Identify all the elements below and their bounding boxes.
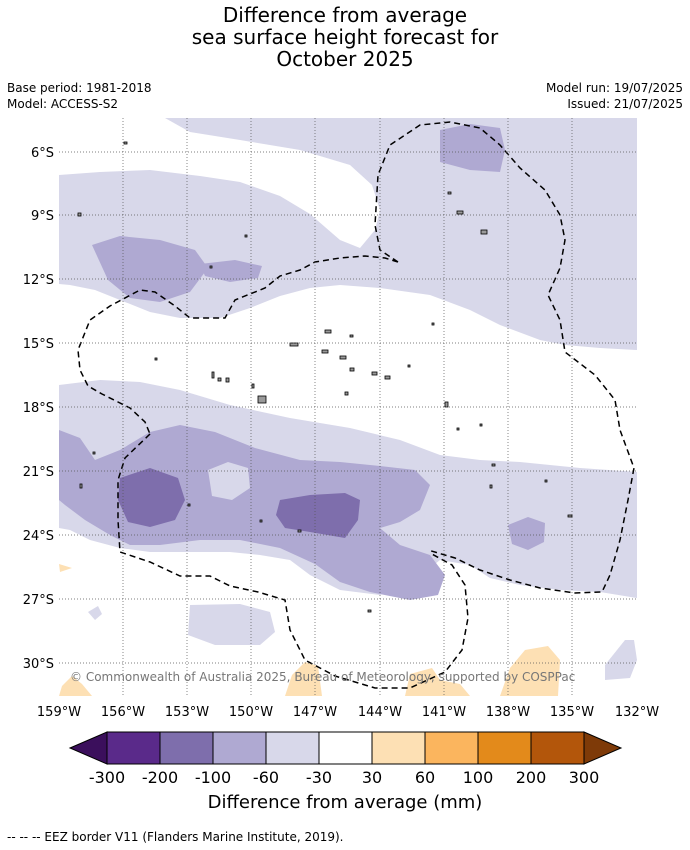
positive-patch-central	[285, 662, 322, 696]
meta-right: Model run: 19/07/2025 Issued: 21/07/2025	[546, 80, 683, 112]
eez-legend-note: -- -- -- EEZ border V11 (Flanders Marine…	[7, 830, 344, 844]
colorbar-bin	[212, 731, 267, 765]
eez-border-north	[77, 121, 635, 594]
colorbar-extend-low	[68, 731, 108, 765]
copyright-notice: © Commonwealth of Australia 2025, Bureau…	[70, 670, 575, 684]
positive-patch-mid	[405, 668, 470, 696]
eez-border-south	[117, 433, 469, 689]
colorbar-tick: 60	[415, 768, 435, 787]
lat-label: 21°S	[23, 465, 54, 480]
lon-label: 153°W	[165, 705, 209, 720]
colorbar-bin	[530, 731, 585, 765]
colorbar-tick: -200	[142, 768, 178, 787]
model-name: Model: ACCESS-S2	[7, 97, 119, 111]
anomaly-patch-east	[508, 517, 545, 550]
model-run: Model run: 19/07/2025	[545, 81, 683, 95]
lon-label: 138°W	[486, 705, 530, 720]
anomaly-patch-south-small	[188, 604, 275, 645]
meta-left: Base period: 1981-2018 Model: ACCESS-S2	[7, 80, 152, 112]
anomaly-patch-nw	[92, 236, 208, 302]
colorbar-tick: -30	[306, 768, 332, 787]
islands	[77, 141, 573, 613]
lat-label: 30°S	[23, 657, 54, 672]
anomaly-core-central	[276, 493, 360, 538]
lat-label: 9°S	[31, 209, 54, 224]
colorbar	[68, 731, 623, 765]
colorbar-bin	[371, 731, 426, 765]
positive-patch-sw	[59, 676, 92, 696]
positive-patch-se	[500, 646, 560, 696]
anomaly-cutout	[208, 462, 250, 500]
lon-label: 147°W	[293, 705, 337, 720]
anomaly-patch-se	[605, 640, 637, 680]
colorbar-bin	[106, 731, 161, 765]
issued-date: Issued: 21/07/2025	[567, 97, 683, 111]
lon-label: 141°W	[422, 705, 466, 720]
anomaly-region-north	[59, 118, 637, 350]
colorbar-ticks: -300 -200 -100 -60 -30 30 60 100 200 300	[89, 768, 599, 787]
lon-label: 132°W	[615, 705, 659, 720]
gridlines	[59, 118, 637, 696]
anomaly-region-south-mid	[59, 425, 445, 600]
colorbar-title: Difference from average (mm)	[207, 792, 483, 813]
anomaly-patch-nw2	[200, 260, 262, 282]
colorbar-bin	[159, 731, 214, 765]
lon-label: 156°W	[101, 705, 145, 720]
colorbar-tick: 200	[516, 768, 547, 787]
title-line-1: Difference from average	[222, 3, 468, 27]
colorbar-bin	[318, 731, 373, 765]
colorbar-tick: -60	[253, 768, 279, 787]
lon-label: 159°W	[37, 705, 81, 720]
lon-label: 144°W	[358, 705, 402, 720]
anomaly-patch-ne	[440, 124, 505, 172]
eez-borders	[77, 121, 635, 689]
map-title: Difference from average sea surface heig…	[0, 4, 690, 70]
base-period: Base period: 1981-2018	[7, 81, 152, 95]
lat-label: 24°S	[23, 529, 54, 544]
colorbar-tick: 100	[463, 768, 494, 787]
colorbar-tick: 300	[569, 768, 600, 787]
colorbar-bin	[424, 731, 479, 765]
colorbar-bin	[265, 731, 320, 765]
lat-label: 12°S	[23, 273, 54, 288]
positive-patch-w-edge	[59, 564, 72, 572]
lat-label: 15°S	[23, 337, 54, 352]
colorbar-extend-high	[583, 731, 623, 765]
map-figure: © Commonwealth of Australia 2025, Bureau…	[23, 118, 659, 787]
colorbar-tick: 30	[362, 768, 382, 787]
lon-labels: 159°W 156°W 153°W 150°W 147°W 144°W 141°…	[37, 705, 659, 720]
lat-labels: 6°S 9°S 12°S 15°S 18°S 21°S 24°S 27°S 30…	[23, 146, 54, 672]
colorbar-bin	[477, 731, 532, 765]
title-line-3: October 2025	[276, 47, 414, 71]
colorbar-tick: -300	[89, 768, 125, 787]
lat-label: 18°S	[23, 401, 54, 416]
lat-label: 27°S	[23, 593, 54, 608]
anomaly-field: © Commonwealth of Australia 2025, Bureau…	[59, 118, 637, 696]
anomaly-core-west	[118, 468, 185, 527]
lon-label: 150°W	[229, 705, 273, 720]
title-line-2: sea surface height forecast for	[191, 25, 499, 49]
lat-label: 6°S	[31, 146, 54, 161]
lon-label: 135°W	[550, 705, 594, 720]
anomaly-patch-sw-dot	[88, 606, 102, 620]
colorbar-tick: -100	[195, 768, 231, 787]
